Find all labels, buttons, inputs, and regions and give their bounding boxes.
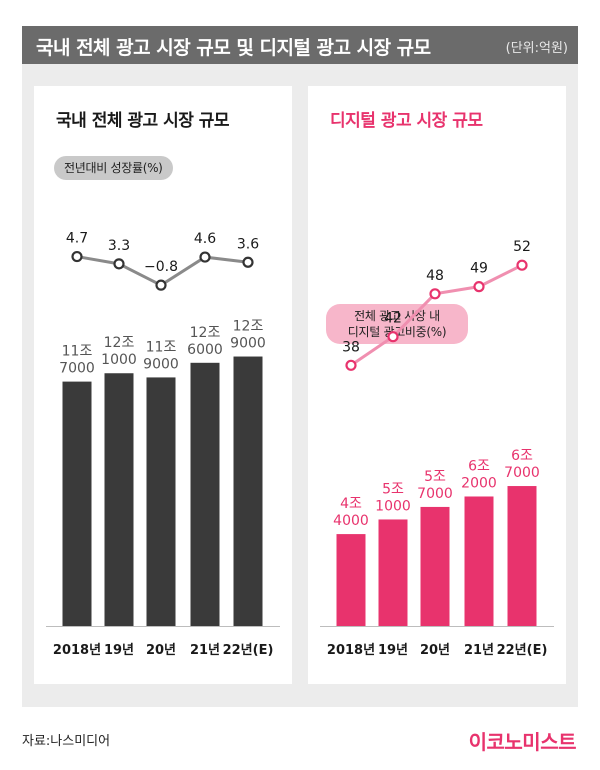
bar-value-label: 6조 bbox=[511, 448, 533, 464]
line-point bbox=[199, 251, 211, 263]
bar-value-label: 7000 bbox=[59, 361, 95, 377]
growth-rate-bubble: 전년대비 성장률(%) bbox=[54, 156, 173, 180]
bar-value-label: 12조 bbox=[104, 335, 135, 351]
bar-value-label: 12조 bbox=[233, 319, 264, 335]
category-label: 19년 bbox=[104, 643, 134, 658]
bar-2 bbox=[420, 506, 450, 626]
bar-value-label: 6000 bbox=[187, 342, 223, 358]
line-value-label: 4.7 bbox=[66, 231, 88, 247]
line-value-label: −0.8 bbox=[144, 259, 178, 275]
bar-2 bbox=[146, 377, 176, 626]
line-value-label: 3.6 bbox=[237, 236, 259, 252]
category-label: 2018년 bbox=[53, 643, 101, 658]
digital-ad-panel: 디지털 광고 시장 규모 전체 광고 시장 내 디지털 광고비중(%) 4조 40… bbox=[308, 86, 566, 684]
unit-label: (단위:억원) bbox=[505, 41, 568, 56]
source-note: 자료:나스미디어 bbox=[22, 734, 111, 749]
line-value-label: 42 bbox=[384, 311, 402, 327]
total-ad-panel: 국내 전체 광고 시장 규모 전년대비 성장률(%) 11조 7000 2018년 1… bbox=[34, 86, 292, 684]
bar-value-label: 11조 bbox=[62, 344, 93, 360]
line-point bbox=[473, 281, 485, 293]
category-label: 22년(E) bbox=[223, 643, 274, 658]
digital-ad-chart: 4조40002018년5조100019년5조700020년6조200021년6조… bbox=[320, 239, 554, 658]
line-value-label: 49 bbox=[470, 261, 488, 277]
line-point bbox=[387, 331, 399, 343]
bar-4 bbox=[233, 356, 263, 626]
line-point bbox=[429, 288, 441, 300]
category-label: 20년 bbox=[420, 643, 450, 658]
line-point bbox=[113, 258, 125, 270]
bar-value-label: 4000 bbox=[333, 513, 369, 529]
panel-wrap: 국내 전체 광고 시장 규모 전년대비 성장률(%) 11조 7000 2018년 1… bbox=[22, 64, 578, 707]
bar-value-label: 11조 bbox=[146, 339, 177, 355]
bar-value-label: 2000 bbox=[461, 475, 497, 491]
line-value-label: 52 bbox=[513, 239, 531, 255]
line-value-label: 38 bbox=[342, 339, 360, 355]
bar-0 bbox=[62, 381, 92, 626]
bar-3 bbox=[190, 362, 220, 626]
bar-value-label: 9000 bbox=[143, 356, 179, 372]
line-point bbox=[71, 250, 83, 263]
bar-value-label: 12조 bbox=[190, 325, 221, 341]
title-bar: 국내 전체 광고 시장 규모 및 디지털 광고 시장 규모 (단위:억원) bbox=[22, 26, 578, 64]
publisher-logo: 이코노미스트 bbox=[468, 730, 577, 754]
digital-ad-title: 디지털 광고 시장 규모 bbox=[330, 111, 483, 131]
category-label: 21년 bbox=[464, 643, 494, 658]
page-title: 국내 전체 광고 시장 규모 및 디지털 광고 시장 규모 bbox=[36, 37, 431, 59]
line-point bbox=[155, 279, 167, 291]
bar-value-label: 9000 bbox=[230, 336, 266, 352]
category-label: 20년 bbox=[146, 643, 176, 658]
line-point bbox=[516, 259, 528, 271]
category-label: 21년 bbox=[190, 643, 220, 658]
category-label: 19년 bbox=[378, 643, 408, 658]
line-point bbox=[242, 256, 254, 268]
bar-1 bbox=[378, 519, 408, 626]
bar-value-label: 7000 bbox=[417, 486, 453, 502]
bar-value-label: 7000 bbox=[504, 465, 540, 481]
bar-1 bbox=[104, 373, 134, 626]
line-value-label: 48 bbox=[426, 268, 444, 284]
bar-4 bbox=[507, 486, 537, 626]
bar-value-label: 1000 bbox=[375, 498, 411, 514]
bar-value-label: 5조 bbox=[382, 481, 404, 497]
category-label: 22년(E) bbox=[497, 643, 548, 658]
bar-0 bbox=[336, 534, 366, 626]
line-value-label: 4.6 bbox=[194, 231, 216, 247]
total-ad-chart: 11조70002018년12조100019년11조900020년12조60002… bbox=[46, 231, 280, 658]
bar-value-label: 1000 bbox=[101, 352, 137, 368]
total-ad-title: 국내 전체 광고 시장 규모 bbox=[56, 111, 230, 131]
bar-value-label: 4조 bbox=[340, 496, 362, 512]
line-value-label: 3.3 bbox=[108, 238, 130, 254]
bar-value-label: 6조 bbox=[468, 458, 490, 474]
bar-value-label: 5조 bbox=[424, 469, 446, 485]
line-point bbox=[345, 359, 357, 371]
category-label: 2018년 bbox=[327, 643, 375, 658]
bar-3 bbox=[464, 496, 494, 626]
